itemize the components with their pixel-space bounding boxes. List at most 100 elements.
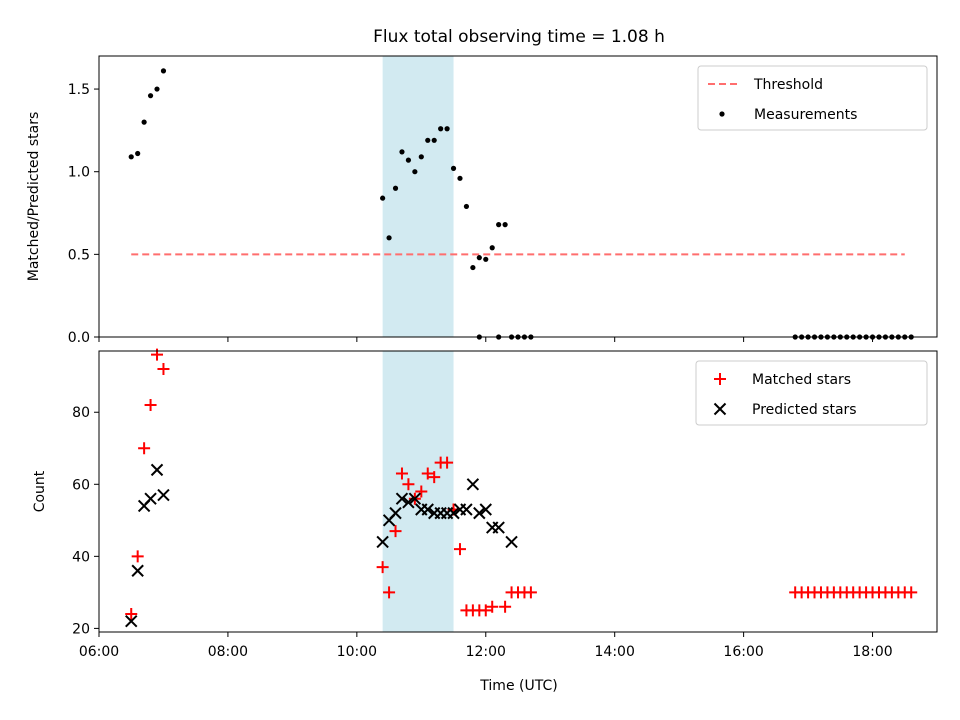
matched-stars-point: [389, 525, 402, 538]
predicted-stars-point: [131, 564, 144, 577]
predicted-stars-point: [466, 478, 480, 491]
predicted-stars-point: [389, 506, 402, 520]
measurements-point: [418, 154, 424, 160]
lower-panel-count: 20 40 60 80 06:00 08:00 10:00 12:00 14:00 16:00 18…: [32, 348, 938, 660]
measurements-point: [450, 165, 457, 171]
y-axis-label: Matched/Predicted stars: [26, 112, 42, 282]
x-tick-label: 18:00: [852, 644, 892, 660]
legend: Matched stars Predicted stars: [695, 360, 928, 426]
matched-stars-point: [479, 604, 492, 617]
x-tick-label: 06:00: [79, 644, 119, 660]
measurements-point: [412, 169, 418, 175]
y-tick-label: 80: [72, 405, 90, 421]
predicted-stars-point: [157, 488, 170, 502]
measurements-point: [380, 195, 386, 201]
measurements-point: [470, 264, 476, 271]
x-tick-label: 12:00: [466, 644, 506, 660]
measurements-point: [392, 185, 399, 191]
measurements-point: [399, 149, 405, 155]
matched-stars-point: [125, 607, 138, 620]
x-tick-label: 14:00: [595, 644, 635, 660]
legend-label: Predicted stars: [752, 402, 857, 418]
measurements-point: [496, 222, 502, 228]
observing-window-band: [382, 56, 454, 337]
predicted-stars-point: [408, 492, 422, 505]
measurements-point: [405, 157, 412, 163]
predicted-stars-point: [402, 496, 415, 509]
y-tick-label: 0.5: [68, 247, 90, 263]
matched-stars-point: [905, 586, 918, 599]
legend-matched-swatch: [714, 373, 726, 385]
matched-stars-point: [486, 600, 499, 613]
matched-stars-point: [524, 586, 537, 599]
predicted-stars-point: [144, 492, 157, 505]
matched-stars-point: [428, 471, 441, 484]
predicted-stars-point: [125, 614, 138, 628]
matched-stars-point: [131, 550, 144, 563]
measurements-point: [502, 222, 508, 228]
matched-stars-point: [144, 399, 157, 412]
y-tick-label: 60: [72, 477, 90, 493]
measurements-point: [147, 93, 154, 99]
matched-stars-point: [453, 543, 466, 556]
x-axis-label: Time (UTC): [479, 678, 557, 694]
predicted-stars-point: [447, 506, 460, 520]
matched-stars-point: [138, 442, 151, 455]
y-tick-label: 20: [72, 621, 90, 637]
measurements-point: [483, 256, 489, 262]
matched-stars-point: [421, 467, 434, 480]
measurements-point: [154, 86, 160, 92]
matched-stars-point: [151, 348, 164, 361]
predicted-stars-point: [473, 506, 486, 520]
measurements-point: [160, 68, 167, 74]
legend-label: Matched stars: [752, 372, 851, 388]
predicted-stars-point: [479, 503, 492, 516]
legend-predicted-swatch: [713, 402, 727, 416]
y-tick-label: 40: [72, 549, 90, 565]
legend: Threshold Measurements: [697, 65, 928, 131]
upper-panel-ratio: 0.0 0.5 1.0 1.5 Matched/Predicted stars Thres…: [26, 55, 938, 346]
matched-stars-point: [499, 600, 512, 613]
x-tick-label: 16:00: [723, 644, 763, 660]
measurements-point: [476, 255, 482, 261]
measurements-point: [438, 126, 444, 132]
predicted-stars-point: [421, 503, 434, 516]
predicted-stars-point: [505, 535, 518, 549]
predicted-stars-point: [150, 463, 164, 477]
measurements-point: [431, 137, 437, 143]
legend-label: Threshold: [753, 77, 823, 93]
matched-stars-point: [402, 478, 415, 491]
predicted-stars-point: [460, 503, 473, 516]
y-tick-label: 0.0: [68, 330, 90, 346]
axes-frame: [98, 350, 938, 633]
chart-title: Flux total observing time = 1.08 h: [373, 27, 665, 47]
legend-box: [697, 65, 928, 131]
measurements-point: [457, 175, 463, 181]
x-tick-label: 10:00: [337, 644, 377, 660]
measurements-point: [141, 119, 147, 125]
y-tick-label: 1.0: [68, 165, 90, 181]
legend-box: [695, 360, 928, 426]
y-tick-label: 1.5: [68, 82, 90, 98]
matched-stars-point: [376, 561, 389, 574]
measurements-point: [425, 137, 431, 143]
matched-stars-point: [157, 363, 170, 376]
measurements-point: [489, 245, 495, 251]
matched-stars-point: [395, 467, 408, 480]
legend-measurements-swatch: [719, 111, 725, 117]
y-axis-label: Count: [32, 470, 48, 512]
measurements-point: [386, 235, 392, 241]
matched-stars-point: [441, 456, 454, 469]
predicted-stars-point: [492, 521, 505, 534]
predicted-stars-point: [395, 492, 409, 505]
measurements-point: [444, 126, 450, 132]
x-tick-label: 08:00: [208, 644, 248, 660]
predicted-stars-point: [376, 535, 389, 549]
measurements-point: [128, 154, 134, 160]
measurements-point: [135, 150, 141, 157]
axes-frame: [98, 55, 938, 338]
matched-stars-point: [383, 586, 396, 599]
measurements-point: [463, 203, 470, 210]
matched-stars-point: [415, 485, 428, 498]
